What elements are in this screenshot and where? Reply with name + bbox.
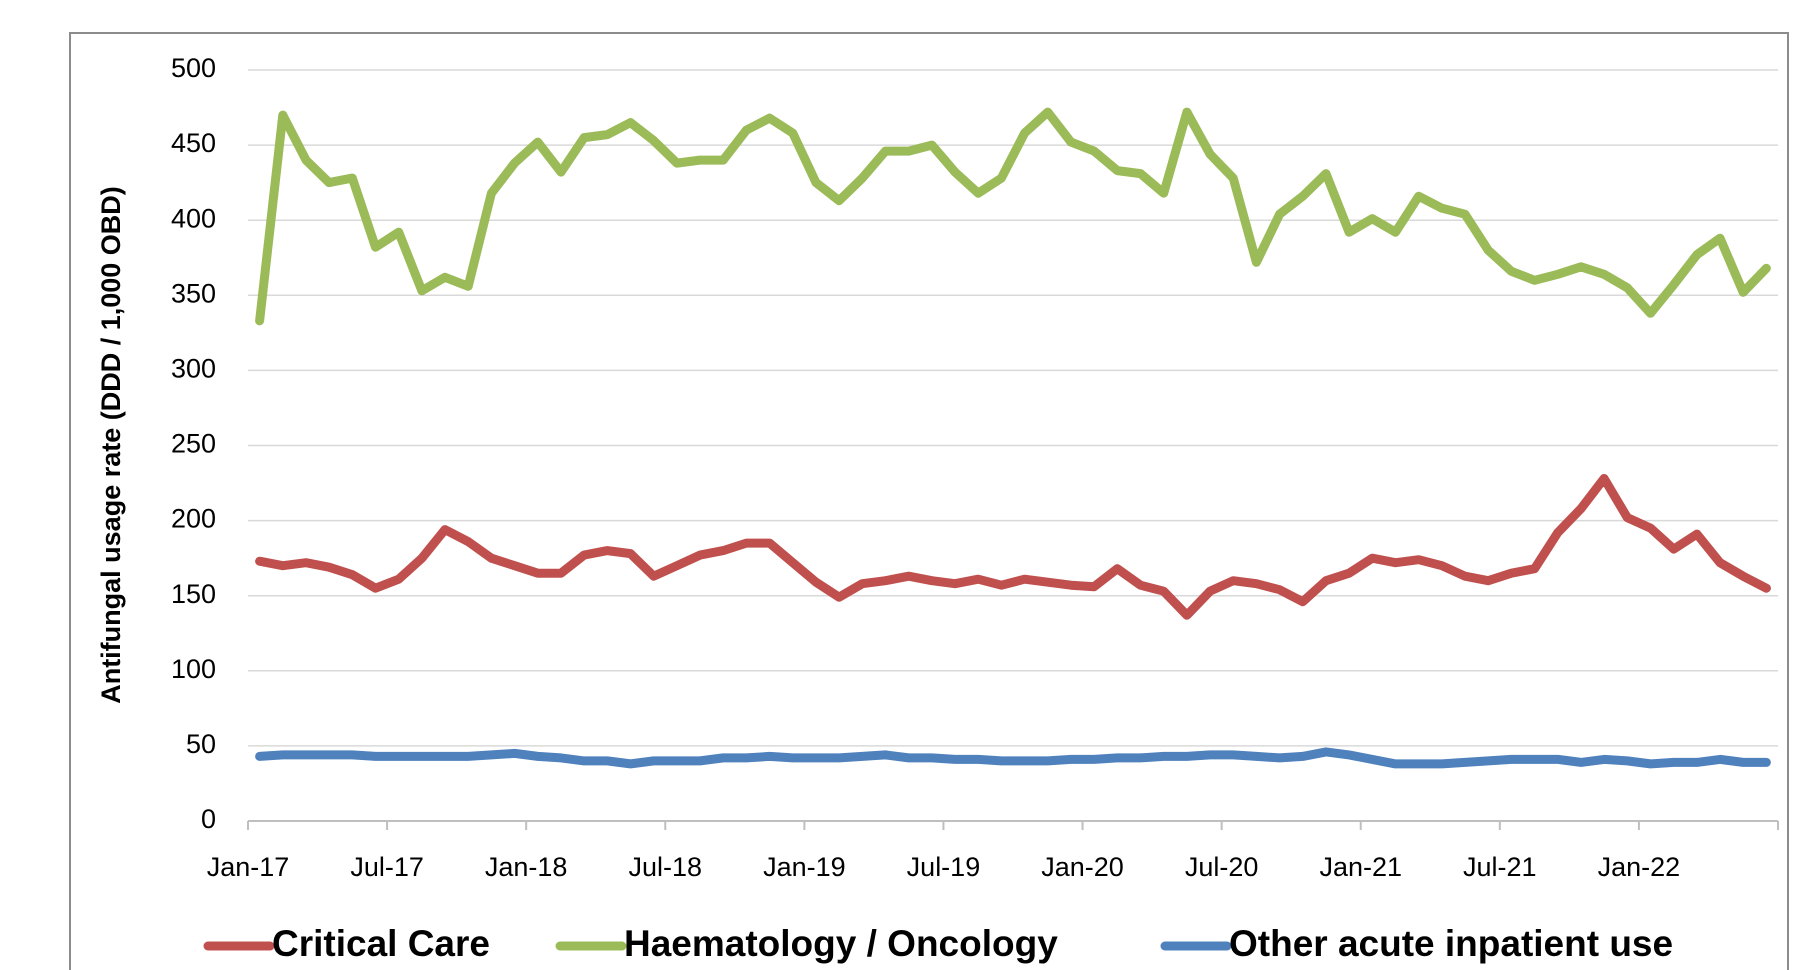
series-line [255, 747, 1771, 769]
y-tick-label: 250 [171, 429, 216, 459]
legend-label: Critical Care [272, 923, 490, 964]
x-tick-label: Jul-17 [350, 852, 424, 882]
x-tick-label: Jan-19 [763, 852, 846, 882]
y-tick-label: 350 [171, 278, 216, 308]
legend-label: Other acute inpatient use [1229, 923, 1673, 964]
x-tick-label: Jul-19 [907, 852, 981, 882]
x-tick-label: Jan-17 [207, 852, 290, 882]
x-tick-label: Jan-20 [1041, 852, 1124, 882]
y-tick-label: 450 [171, 128, 216, 158]
legend-label: Haematology / Oncology [624, 923, 1058, 964]
y-tick-label: 150 [171, 579, 216, 609]
x-tick-label: Jul-18 [628, 852, 702, 882]
y-tick-label: 300 [171, 354, 216, 384]
y-tick-label: 400 [171, 203, 216, 233]
y-tick-label: 100 [171, 654, 216, 684]
x-tick-label: Jul-21 [1463, 852, 1537, 882]
series-line [255, 474, 1771, 620]
y-tick-label: 200 [171, 504, 216, 534]
series-line [255, 107, 1771, 326]
chart-frame [69, 32, 1789, 970]
x-tick-label: Jan-21 [1319, 852, 1402, 882]
x-tick-label: Jul-20 [1185, 852, 1259, 882]
y-tick-label: 0 [201, 804, 216, 834]
x-tick-label: Jan-22 [1598, 852, 1681, 882]
y-tick-label: 500 [171, 53, 216, 83]
y-axis-title: Antifungal usage rate (DDD / 1,000 OBD) [96, 186, 126, 704]
x-tick-label: Jan-18 [485, 852, 568, 882]
y-tick-label: 50 [186, 729, 216, 759]
